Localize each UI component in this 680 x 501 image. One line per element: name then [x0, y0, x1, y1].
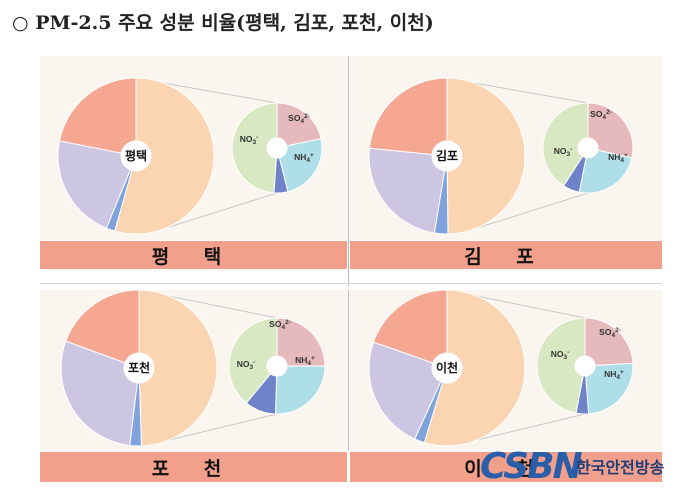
pie-center-label-pocheon: 포천 [128, 360, 150, 375]
connector-line-top [145, 79, 278, 104]
panel-divider-vertical-lower [348, 290, 349, 450]
connector-line-bottom [476, 413, 586, 441]
pie-slice-ion-pocheon [138, 289, 218, 447]
ion-label-so4-pyeongtaek: SO42- [288, 113, 310, 125]
ion-label-so4-gimpo: SO42- [590, 109, 612, 121]
ion-label-no3-pyeongtaek: NO3- [240, 134, 259, 146]
ion-label-no3-icheon: NO3- [551, 349, 570, 361]
ion-label-so4-pocheon: SO42- [269, 319, 291, 331]
ion-label-nh4-pocheon: NH4+ [295, 355, 315, 367]
ion-label-no3-gimpo: NO3- [554, 146, 573, 158]
ion-label-nh4-gimpo: NH4+ [608, 152, 628, 164]
pie-hole-pyeongtaek [121, 141, 151, 171]
watermark-text: 한국안전방송 [576, 458, 665, 477]
ion-slice-so4-pyeongtaek [276, 102, 322, 147]
pie-center-label-pyeongtaek: 평택 [125, 148, 147, 163]
ion-hole-pocheon [267, 356, 287, 376]
page-title: ○ PM-2.5 주요 성분 비율(평택, 김포, 포천, 이천) [12, 12, 434, 34]
connector-line-bottom [476, 192, 589, 229]
region-bar-pyeongtaek: 평 택 [40, 241, 347, 269]
pie-hole-pocheon [124, 353, 154, 383]
ion-label-nh4-pyeongtaek: NH4+ [294, 152, 314, 164]
pie-center-label-gimpo: 김포 [436, 148, 458, 163]
ion-hole-pyeongtaek [267, 138, 287, 158]
ion-hole-gimpo [578, 138, 598, 158]
region-bar-gimpo: 김 포 [350, 241, 662, 269]
pie-slice-unknown-pyeongtaek [58, 77, 137, 154]
pie-center-label-icheon: 이천 [436, 360, 458, 375]
broadcaster-watermark: CSBN 한국안전방송 [480, 440, 680, 501]
pie-hole-icheon [432, 353, 462, 383]
panel-divider-vertical [348, 56, 349, 286]
ion-slice-so4-icheon [584, 317, 634, 366]
watermark-logo: CSBN [480, 446, 583, 487]
connector-line-bottom [168, 413, 278, 441]
ion-label-nh4-icheon: NH4+ [604, 369, 624, 381]
pie-hole-gimpo [432, 141, 462, 171]
ion-hole-icheon [575, 356, 595, 376]
connector-line-top [456, 79, 589, 104]
panel-divider-horizontal [40, 283, 662, 284]
connector-line-bottom [165, 192, 278, 229]
ion-label-no3-pocheon: NO3- [237, 359, 256, 371]
region-bar-icheon: 이 천 [350, 452, 662, 482]
pie-slice-unknown-gimpo [368, 77, 448, 156]
ion-label-so4-icheon: SO42- [599, 327, 621, 339]
region-bar-pocheon: 포 천 [40, 452, 347, 482]
